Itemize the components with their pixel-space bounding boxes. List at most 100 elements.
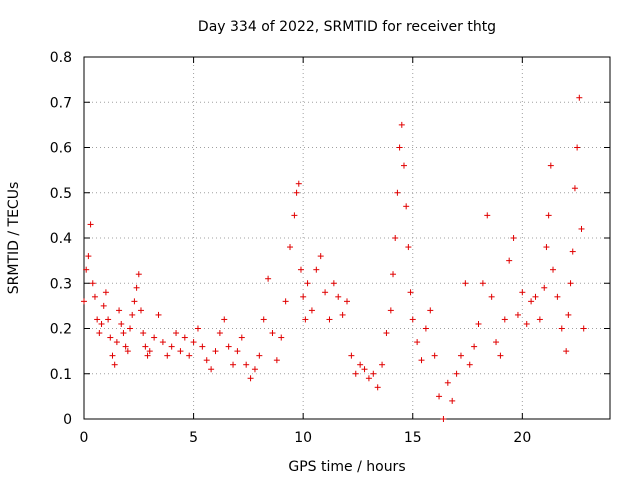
data-point [550,266,557,273]
y-tick-label: 0.5 [50,186,72,202]
data-point [287,244,294,251]
data-point [199,343,206,350]
data-point [431,352,438,359]
data-point [308,307,315,314]
data-point [506,257,513,264]
data-point [177,348,184,355]
data-point [510,235,517,241]
data-point [427,307,434,314]
data-point [91,293,98,300]
data-point [116,307,123,314]
data-point [111,361,118,368]
data-point [571,185,578,192]
data-point [122,343,129,350]
data-point [105,316,112,323]
data-point [361,366,368,373]
x-tick-label: 20 [513,430,531,446]
data-point [107,334,114,341]
y-tick-label: 0.7 [50,95,72,111]
data-point [168,343,175,350]
axis-ticks [83,56,610,420]
data-point [164,352,171,359]
y-tick-label: 0.6 [50,141,72,157]
x-tick-label: 5 [189,430,198,446]
data-point [383,330,390,337]
data-point [394,189,401,196]
data-point [118,320,125,327]
data-point [137,307,144,314]
data-point [181,334,188,341]
data-point [405,244,412,251]
data-point [344,298,350,305]
data-point [370,370,377,377]
data-point [159,339,166,346]
data-point [545,212,552,219]
data-point [374,384,381,391]
data-point [576,94,583,101]
data-point [563,348,570,355]
data-point [580,325,587,332]
data-point [302,316,309,323]
data-point [109,352,116,359]
data-point [216,330,223,337]
data-point [102,289,109,296]
data-point [501,316,508,323]
data-point [81,298,87,305]
data-point [488,293,495,300]
data-point [151,334,158,341]
data-point [392,235,399,241]
data-point [390,271,397,278]
data-point [558,325,565,332]
data-point [436,393,443,400]
data-point [475,320,482,327]
x-tick-label: 15 [404,430,422,446]
y-tick-label: 0.4 [50,231,72,247]
data-point [135,271,142,278]
data-point [144,352,151,359]
data-point [528,298,535,305]
data-point [554,293,561,300]
data-point [357,361,364,368]
data-point [304,280,311,287]
data-point [96,330,103,337]
data-point [98,320,105,327]
y-tick-label: 0.1 [50,367,72,383]
data-point [173,330,180,337]
data-point [348,352,355,359]
data-point [403,203,410,210]
data-point [379,361,386,368]
data-point [387,307,394,314]
data-point [444,379,451,386]
data-point [133,284,140,291]
data-point [457,352,464,359]
data-point [313,266,320,273]
data-point [400,162,407,169]
data-point [414,339,421,346]
data-point [269,330,276,337]
grid-lines [84,57,610,419]
data-point [265,275,272,282]
data-point [569,248,576,255]
data-point [317,253,324,260]
data-point [89,280,96,287]
data-point [453,370,460,377]
data-point [291,212,298,219]
data-points [81,94,587,422]
data-point [407,289,414,296]
data-point [574,144,581,151]
data-point [352,370,359,377]
data-point [256,352,263,359]
data-point [365,375,372,382]
data-point [497,352,504,359]
data-point [238,334,245,341]
data-point [335,293,342,300]
data-point [440,416,447,422]
data-point [87,221,94,228]
data-point [479,280,486,287]
data-point [398,121,405,128]
data-point [567,280,574,287]
data-point [396,144,403,151]
data-point [190,339,197,346]
data-point [113,339,120,346]
data-point [330,280,337,287]
